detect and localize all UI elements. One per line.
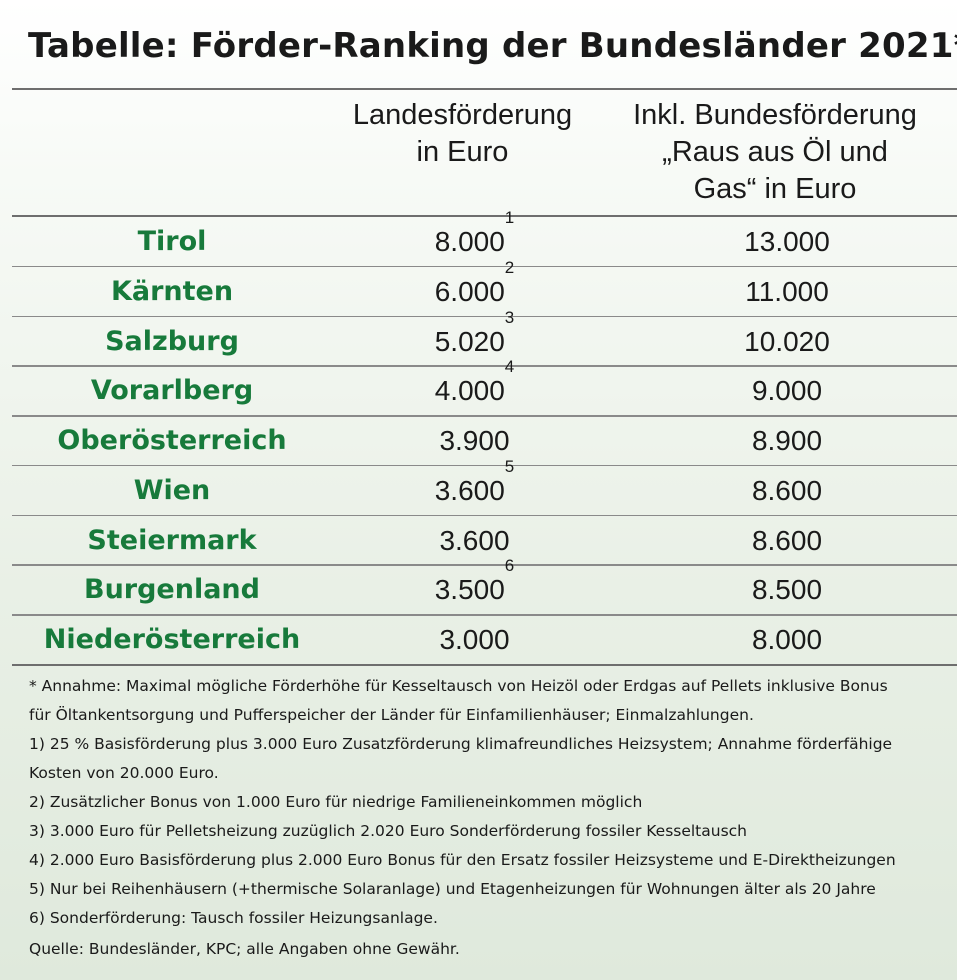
footnote-1: Kosten von 20.000 Euro. bbox=[29, 764, 219, 782]
table-row: Niederösterreich 3.000 8.000 bbox=[12, 615, 957, 665]
state-name: Burgenland bbox=[83, 574, 260, 606]
landesfoerderung-value: 6.000 bbox=[434, 275, 505, 307]
landesfoerderung-cell: 3.600 bbox=[332, 516, 617, 566]
table-row: Steiermark 3.600 8.600 bbox=[12, 516, 957, 566]
header-bundesfoerderung: Inkl. Bundesförderung „Raus aus Öl und G… bbox=[620, 97, 930, 208]
landesfoerderung-cell: 5.0203 bbox=[332, 309, 617, 367]
bundesfoerderung-value: 11.000 bbox=[745, 275, 829, 307]
state-name: Oberösterreich bbox=[57, 425, 287, 456]
state-name: Salzburg bbox=[105, 325, 239, 357]
row-divider bbox=[12, 614, 957, 616]
bundesfoerderung-value: 8.900 bbox=[751, 425, 823, 456]
footnote-marker: 4 bbox=[504, 357, 515, 377]
state-name: Kärnten bbox=[110, 275, 234, 307]
landesfoerderung-cell: 6.0002 bbox=[332, 259, 617, 317]
table-row: Salzburg 5.0203 10.020 bbox=[12, 309, 957, 367]
landesfoerderung-value: 3.900 bbox=[439, 425, 510, 456]
landesfoerderung-value: 4.000 bbox=[434, 375, 505, 407]
header-rule bbox=[12, 215, 957, 217]
landesfoerderung-cell: 4.0004 bbox=[332, 358, 617, 416]
source-note: Quelle: Bundesländer, KPC; alle Angaben … bbox=[29, 940, 460, 958]
header-line: „Raus aus Öl und bbox=[662, 136, 888, 168]
table-row: Wien 3.6005 8.600 bbox=[12, 458, 957, 516]
footnote-5: 5) Nur bei Reihenhäusern (+thermische So… bbox=[29, 880, 876, 898]
header-line: Inkl. Bundesförderung bbox=[633, 99, 917, 131]
landesfoerderung-value: 8.000 bbox=[434, 226, 505, 257]
bundesfoerderung-value: 9.000 bbox=[751, 375, 823, 407]
bottom-rule bbox=[12, 663, 957, 666]
state-name: Vorarlberg bbox=[90, 375, 254, 407]
bundesfoerderung-value: 10.020 bbox=[744, 325, 830, 357]
row-divider bbox=[12, 464, 957, 467]
row-divider bbox=[12, 265, 957, 268]
header-line: Gas“ in Euro bbox=[693, 173, 857, 205]
landesfoerderung-cell: 3.6005 bbox=[332, 458, 617, 516]
table-row: Tirol 8.0001 13.000 bbox=[12, 209, 957, 267]
footnote-marker: 3 bbox=[504, 307, 515, 327]
footnote-1: 1) 25 % Basisförderung plus 3.000 Euro Z… bbox=[29, 735, 893, 753]
top-rule bbox=[12, 88, 957, 90]
bundesfoerderung-value: 8.000 bbox=[751, 624, 823, 655]
state-name: Niederösterreich bbox=[43, 624, 301, 655]
row-divider bbox=[12, 415, 957, 417]
table-row: Kärnten 6.0002 11.000 bbox=[12, 259, 957, 317]
row-divider bbox=[12, 514, 957, 516]
landesfoerderung-value: 3.600 bbox=[434, 474, 505, 506]
bundesfoerderung-value: 8.600 bbox=[751, 474, 823, 506]
state-name: Steiermark bbox=[87, 524, 257, 556]
bundesfoerderung-value: 8.500 bbox=[751, 574, 823, 606]
assumption-note: * Annahme: Maximal mögliche Förderhöhe f… bbox=[29, 677, 888, 695]
landesfoerderung-cell: 3.900 bbox=[332, 416, 617, 466]
landesfoerderung-cell: 3.000 bbox=[332, 615, 617, 665]
footnote-marker: 2 bbox=[504, 257, 515, 277]
table-row: Burgenland 3.5006 8.500 bbox=[12, 557, 957, 615]
landesfoerderung-value: 3.000 bbox=[439, 624, 510, 655]
footnote-3: 3) 3.000 Euro für Pelletsheizung zuzügli… bbox=[29, 822, 748, 840]
footnote-4: 4) 2.000 Euro Basisförderung plus 2.000 … bbox=[29, 851, 896, 869]
footnote-marker: 5 bbox=[504, 456, 515, 476]
table-row: Oberösterreich 3.900 8.900 bbox=[12, 416, 957, 466]
row-divider bbox=[12, 315, 957, 317]
header-line: in Euro bbox=[416, 136, 509, 168]
bundesfoerderung-value: 13.000 bbox=[744, 226, 830, 257]
landesfoerderung-value: 3.600 bbox=[439, 524, 510, 556]
header-landesfoerderung: Landesförderung in Euro bbox=[320, 97, 605, 171]
bundesfoerderung-value: 8.600 bbox=[751, 524, 823, 556]
row-divider bbox=[12, 365, 957, 367]
landesfoerderung-cell: 8.0001 bbox=[332, 209, 617, 267]
state-name: Tirol bbox=[137, 226, 207, 257]
landesfoerderung-value: 5.020 bbox=[434, 325, 505, 357]
footnotes: * Annahme: Maximal mögliche Förderhöhe f… bbox=[29, 672, 939, 964]
footnote-2: 2) Zusätzlicher Bonus von 1.000 Euro für… bbox=[29, 793, 643, 811]
footnote-marker: 6 bbox=[504, 556, 515, 576]
state-name: Wien bbox=[133, 474, 211, 506]
footnote-6: 6) Sonderförderung: Tausch fossiler Heiz… bbox=[29, 909, 438, 927]
landesfoerderung-cell: 3.5006 bbox=[332, 557, 617, 615]
header-line: Landesförderung bbox=[352, 99, 573, 131]
landesfoerderung-value: 3.500 bbox=[434, 574, 505, 606]
footnote-marker: 1 bbox=[504, 208, 515, 227]
row-divider bbox=[12, 564, 957, 566]
table-title: Tabelle: Förder-Ranking der Bundesländer… bbox=[28, 26, 957, 66]
table-row: Vorarlberg 4.0004 9.000 bbox=[12, 358, 957, 416]
assumption-note: für Öltankentsorgung und Pufferspeicher … bbox=[29, 706, 754, 724]
